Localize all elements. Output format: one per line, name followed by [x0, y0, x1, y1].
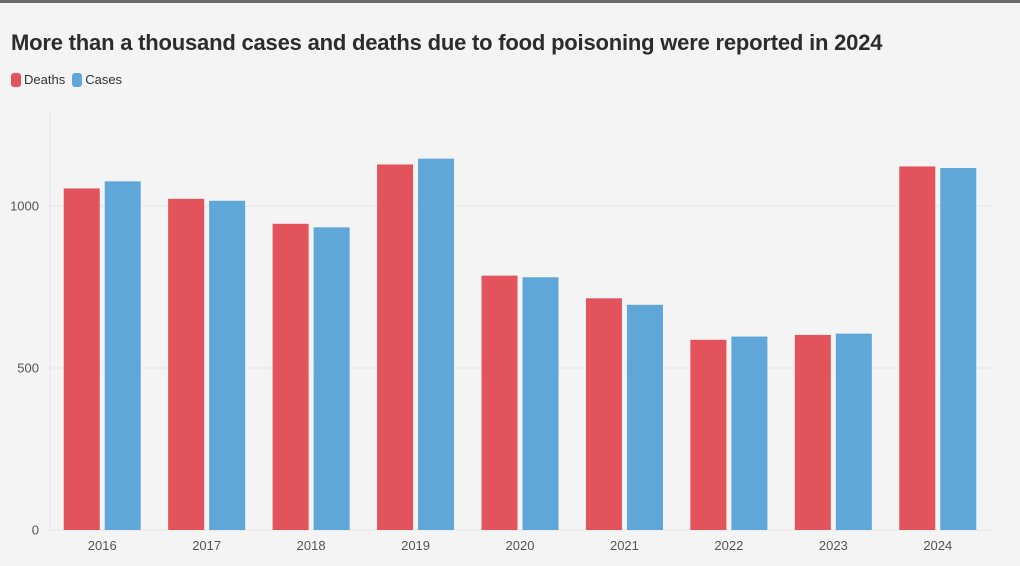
y-tick-label: 1000: [10, 198, 39, 213]
bar-cases-2022: [731, 336, 768, 530]
x-tick-label: 2017: [192, 538, 221, 553]
bar-cases-2024: [940, 168, 977, 530]
x-tick-label: 2022: [714, 538, 743, 553]
bar-deaths-2022: [690, 339, 727, 530]
x-tick-label: 2023: [819, 538, 848, 553]
x-tick-label: 2020: [506, 538, 535, 553]
legend-item-cases[interactable]: Cases: [72, 72, 122, 87]
bar-cases-2018: [313, 227, 350, 530]
chart-title: More than a thousand cases and deaths du…: [11, 30, 883, 55]
bar-cases-2020: [522, 277, 559, 530]
bar-deaths-2020: [481, 275, 518, 530]
bar-cases-2016: [104, 181, 141, 530]
legend-label-cases: Cases: [85, 72, 123, 87]
x-tick-label: 2016: [88, 538, 117, 553]
bar-deaths-2017: [168, 198, 205, 530]
bar-deaths-2021: [585, 298, 622, 530]
bar-cases-2019: [418, 158, 455, 530]
y-tick-label: 500: [17, 360, 39, 375]
bar-cases-2023: [835, 333, 872, 530]
top-border: [0, 0, 1020, 3]
x-tick-label: 2021: [610, 538, 639, 553]
legend: Deaths Cases: [11, 72, 129, 87]
x-tick-label: 2024: [923, 538, 952, 553]
bar-deaths-2024: [899, 166, 936, 531]
bar-deaths-2018: [272, 223, 309, 530]
legend-label-deaths: Deaths: [24, 72, 66, 87]
bar-deaths-2016: [63, 188, 100, 530]
legend-swatch-deaths: [11, 72, 21, 87]
bar-deaths-2019: [377, 164, 414, 530]
x-tick-label: 2018: [297, 538, 326, 553]
bar-cases-2017: [209, 200, 246, 531]
legend-item-deaths[interactable]: Deaths: [11, 72, 65, 87]
bar-deaths-2023: [794, 334, 831, 530]
x-tick-label: 2019: [401, 538, 430, 553]
legend-swatch-cases: [72, 72, 83, 87]
bar-cases-2021: [626, 304, 663, 530]
y-tick-label: 0: [32, 523, 39, 538]
